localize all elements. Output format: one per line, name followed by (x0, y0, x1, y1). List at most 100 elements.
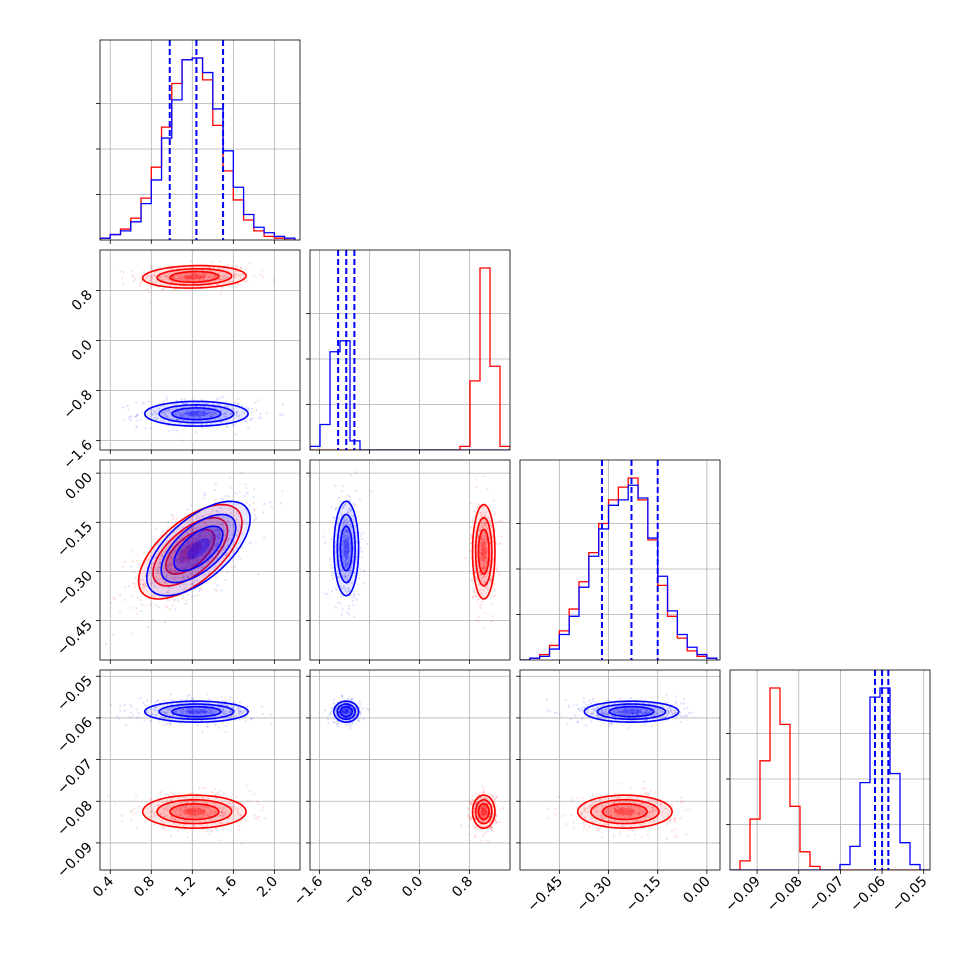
scatter-point (185, 565, 188, 568)
scatter-point (221, 812, 224, 815)
scatter-point (176, 555, 179, 558)
scatter-point (632, 709, 635, 712)
scatter-point (486, 584, 489, 587)
scatter-point (186, 575, 189, 578)
scatter-point (484, 808, 487, 811)
scatter-point (212, 570, 216, 573)
scatter-point (180, 398, 183, 401)
scatter-point (245, 491, 248, 494)
scatter-point (228, 555, 231, 558)
scatter-point (183, 544, 186, 547)
scatter-point (206, 813, 209, 816)
panel-frame (99, 669, 301, 871)
scatter-point (184, 279, 188, 282)
scatter-point (140, 610, 143, 613)
scatter-point (188, 278, 192, 282)
scatter-point (479, 562, 482, 566)
scatter-point (489, 578, 493, 581)
scatter-point (160, 411, 164, 414)
scatter-point (137, 712, 140, 715)
scatter-point (162, 822, 165, 825)
scatter-point (216, 541, 219, 544)
scatter-point (345, 710, 349, 713)
scatter-point (490, 526, 493, 529)
scatter-point (192, 806, 195, 809)
scatter-point (189, 710, 192, 713)
contour-red (137, 503, 243, 600)
scatter-point (196, 413, 199, 417)
scatter-point (344, 544, 347, 547)
scatter-point (181, 402, 184, 405)
scatter-point (178, 273, 181, 276)
scatter-point (634, 810, 637, 813)
scatter-point (643, 811, 647, 814)
scatter-point (143, 704, 146, 707)
scatter-point (346, 544, 349, 547)
scatter-point (218, 418, 221, 421)
scatter-point (193, 272, 196, 275)
scatter-point (163, 710, 166, 713)
density-fill-blue (340, 526, 353, 571)
scatter-point (482, 588, 485, 592)
scatter-point (190, 707, 193, 711)
scatter-point (207, 548, 210, 551)
scatter-point (149, 720, 152, 723)
scatter-point (181, 549, 184, 552)
density-fill-red (165, 529, 215, 575)
scatter-point (347, 539, 350, 542)
scatter-point (214, 483, 217, 486)
scatter-point (216, 791, 219, 794)
scatter-point (185, 276, 188, 279)
scatter-point (477, 615, 480, 618)
scatter-point (616, 814, 619, 817)
scatter-point (160, 715, 163, 718)
scatter-point (165, 283, 168, 286)
scatter-point (620, 710, 623, 714)
scatter-point (636, 819, 639, 822)
scatter-point (627, 804, 630, 807)
scatter-point (208, 517, 211, 520)
scatter-point (177, 561, 180, 564)
scatter-point (169, 806, 172, 809)
scatter-point (203, 712, 206, 715)
scatter-point (187, 514, 190, 517)
scatter-point (474, 594, 477, 598)
scatter-point (153, 417, 156, 420)
scatter-point (208, 709, 211, 712)
scatter-point (180, 529, 184, 533)
scatter-point (602, 712, 605, 715)
scatter-point (623, 713, 626, 716)
scatter-point (493, 798, 496, 801)
scatter-point (488, 827, 492, 830)
scatter-point (261, 275, 264, 278)
scatter-point (163, 415, 166, 418)
scatter-point (661, 810, 664, 813)
scatter-point (199, 558, 202, 561)
scatter-point (180, 439, 183, 442)
scatter-point (620, 807, 623, 810)
scatter-point (240, 813, 243, 816)
scatter-point (483, 804, 486, 807)
scatter-point (190, 411, 193, 414)
scatter-point (481, 806, 484, 810)
scatter-point (174, 608, 177, 611)
scatter-point (207, 412, 210, 415)
scatter-point (155, 576, 158, 579)
scatter-point (642, 780, 645, 783)
scatter-point (192, 282, 195, 285)
scatter-point (480, 814, 483, 818)
scatter-point (336, 723, 339, 726)
scatter-point (195, 272, 199, 275)
scatter-point (235, 715, 238, 718)
scatter-point (161, 554, 164, 557)
scatter-point (142, 270, 145, 273)
scatter-point (365, 707, 368, 710)
scatter-point (638, 811, 641, 814)
scatter-point (154, 579, 157, 582)
contour-red (471, 503, 496, 600)
scatter-point (229, 696, 232, 699)
scatter-point (346, 564, 350, 568)
scatter-point (180, 801, 183, 805)
scatter-point (332, 516, 335, 520)
scatter-point (203, 713, 206, 716)
